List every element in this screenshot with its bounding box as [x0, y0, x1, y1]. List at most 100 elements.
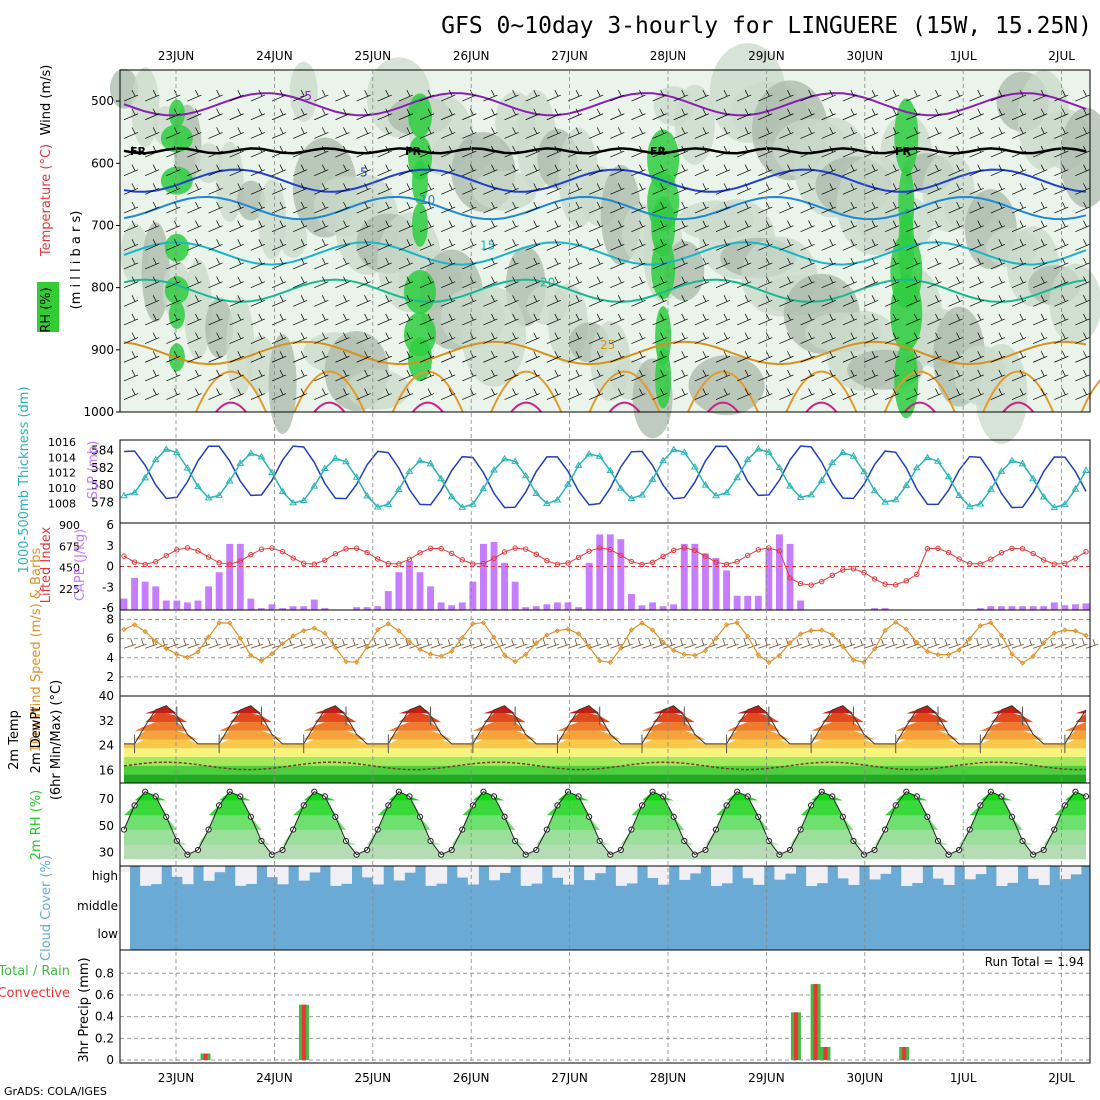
- wind-barb: [789, 639, 803, 649]
- wind-barb: [398, 183, 413, 195]
- li-point: [871, 576, 878, 582]
- wind-barb: [1075, 201, 1090, 214]
- wind-barb: [990, 108, 1005, 121]
- cloud-clear-gap: [182, 866, 194, 885]
- x-tick-label-top: 30JUN: [847, 49, 884, 63]
- cape-bar: [628, 593, 635, 610]
- wind-barb: [1054, 369, 1069, 382]
- wind-barb: [483, 183, 498, 195]
- cloud-clear-gap: [742, 866, 754, 879]
- thickness-point: [680, 448, 689, 455]
- cape-bar: [469, 581, 477, 610]
- thickness-point: [1039, 492, 1048, 500]
- wind-barb: [969, 220, 984, 232]
- wind-barb: [694, 639, 707, 649]
- wind-barb: [758, 313, 773, 326]
- wind-barb: [969, 313, 984, 326]
- wind-barb: [927, 183, 942, 195]
- wind-barb: [631, 164, 646, 177]
- wind-barb: [715, 164, 731, 177]
- wind-barb: [145, 89, 160, 102]
- thickness-point: [669, 445, 678, 453]
- frames: 23JUN 23JUN 24JUN 24JUN 25JUN 25JUN 26JUN 26JUN…: [119, 49, 1091, 1085]
- wind-barb: [1011, 183, 1027, 195]
- wind-barb: [673, 164, 688, 177]
- wind-barb: [250, 332, 265, 344]
- wind-barb: [462, 183, 477, 195]
- wind-barb: [314, 295, 329, 307]
- wind-barb: [441, 332, 456, 344]
- wind-barb: [673, 313, 688, 326]
- wind-barb: [250, 276, 265, 288]
- wind-barb: [694, 369, 709, 382]
- wind-speed-point: [322, 630, 328, 637]
- li-line: [123, 547, 1087, 586]
- cloud-clear-gap: [774, 866, 786, 880]
- wind-barb: [546, 369, 561, 382]
- wind-barb: [969, 127, 984, 139]
- wind-barb: [187, 295, 202, 307]
- panel-label: Total / Rain: [0, 964, 70, 979]
- wind-barb: [335, 183, 350, 195]
- wind-barb: [631, 388, 646, 400]
- precip-convective-bar: [203, 1053, 208, 1060]
- temperature-band: [124, 756, 1086, 766]
- wind-barb: [546, 388, 561, 400]
- wind-barb: [250, 388, 265, 400]
- footer-credit: GrADS: COLA/IGES: [4, 1085, 107, 1098]
- wind-barb: [821, 164, 836, 177]
- wind-barb: [567, 239, 583, 251]
- thickness-point: [976, 500, 985, 507]
- rh-moist-area: [168, 300, 185, 329]
- cape-bar: [564, 602, 572, 610]
- wind-barb: [419, 183, 435, 195]
- cape-bar: [754, 595, 762, 610]
- wind-barb: [863, 164, 879, 177]
- x-tick-label-bottom: 23JUN: [158, 1071, 195, 1085]
- wind-speed-point: [311, 625, 317, 631]
- wind-barb: [990, 388, 1005, 400]
- wind-barb: [441, 164, 456, 177]
- wind-barb: [1033, 239, 1048, 251]
- cloud-clear-gap: [785, 866, 796, 874]
- cloud-clear-gap: [753, 866, 765, 885]
- wind-barb: [1011, 220, 1027, 232]
- wind-barb: [250, 313, 265, 326]
- wind-barb: [610, 257, 625, 270]
- wind-barb: [335, 639, 348, 649]
- wind-barb: [123, 257, 139, 270]
- x-tick-label-bottom: 30JUN: [847, 1071, 884, 1085]
- wind-barb: [293, 127, 308, 139]
- y-tick-label: 0.2: [95, 1031, 114, 1045]
- wind-barb: [610, 313, 625, 326]
- wind-barb: [567, 257, 583, 270]
- li-point: [998, 549, 1005, 556]
- wind-barb: [483, 369, 498, 382]
- li-point: [1072, 555, 1079, 561]
- rh-moist-area: [408, 337, 432, 382]
- wind-barb: [853, 639, 866, 649]
- wind-barb: [779, 295, 794, 307]
- wind-barb: [208, 276, 223, 288]
- wind-barb: [419, 239, 435, 251]
- wind-barb: [314, 257, 329, 270]
- wind-barb: [610, 295, 625, 307]
- cloud-clear-gap: [140, 866, 152, 886]
- wind-barb: [229, 127, 244, 139]
- wind-barb: [166, 295, 181, 307]
- wind-barb: [1075, 369, 1090, 382]
- wind-barb: [525, 239, 540, 251]
- left-tick-label: 582: [91, 461, 114, 475]
- wind-barb: [208, 639, 221, 649]
- wind-barb: [863, 145, 879, 158]
- temperature-contour-35: [1002, 401, 1034, 413]
- li-point: [153, 559, 159, 565]
- wind-barb: [123, 369, 139, 382]
- wind-barb: [483, 108, 498, 121]
- wind-barb: [525, 313, 540, 326]
- li-point: [1083, 549, 1089, 555]
- right-tick-label: 450: [59, 562, 80, 575]
- wind-barb: [293, 201, 308, 214]
- wind-barb: [652, 257, 667, 270]
- wind-barb: [356, 145, 371, 158]
